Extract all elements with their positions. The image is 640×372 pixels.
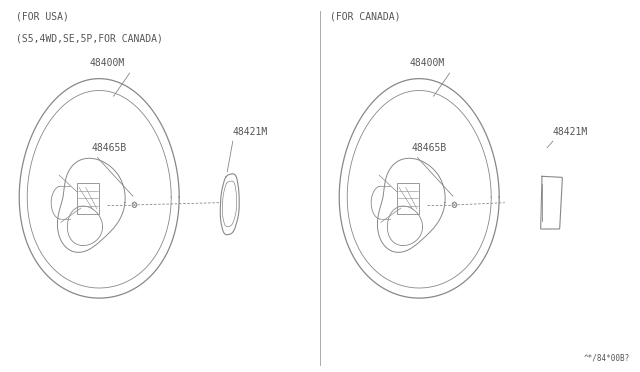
Text: 48421M: 48421M (233, 127, 268, 137)
Text: 48421M: 48421M (553, 127, 588, 137)
Text: 48465B: 48465B (92, 143, 127, 153)
Text: (S5,4WD,SE,5P,FOR CANADA): (S5,4WD,SE,5P,FOR CANADA) (16, 33, 163, 44)
Text: 48400M: 48400M (90, 58, 125, 68)
Text: (FOR USA): (FOR USA) (16, 11, 69, 21)
Text: (FOR CANADA): (FOR CANADA) (330, 11, 400, 21)
Text: 48400M: 48400M (410, 58, 445, 68)
Text: ^*/84*00B?: ^*/84*00B? (584, 354, 630, 363)
Text: 48465B: 48465B (412, 143, 447, 153)
